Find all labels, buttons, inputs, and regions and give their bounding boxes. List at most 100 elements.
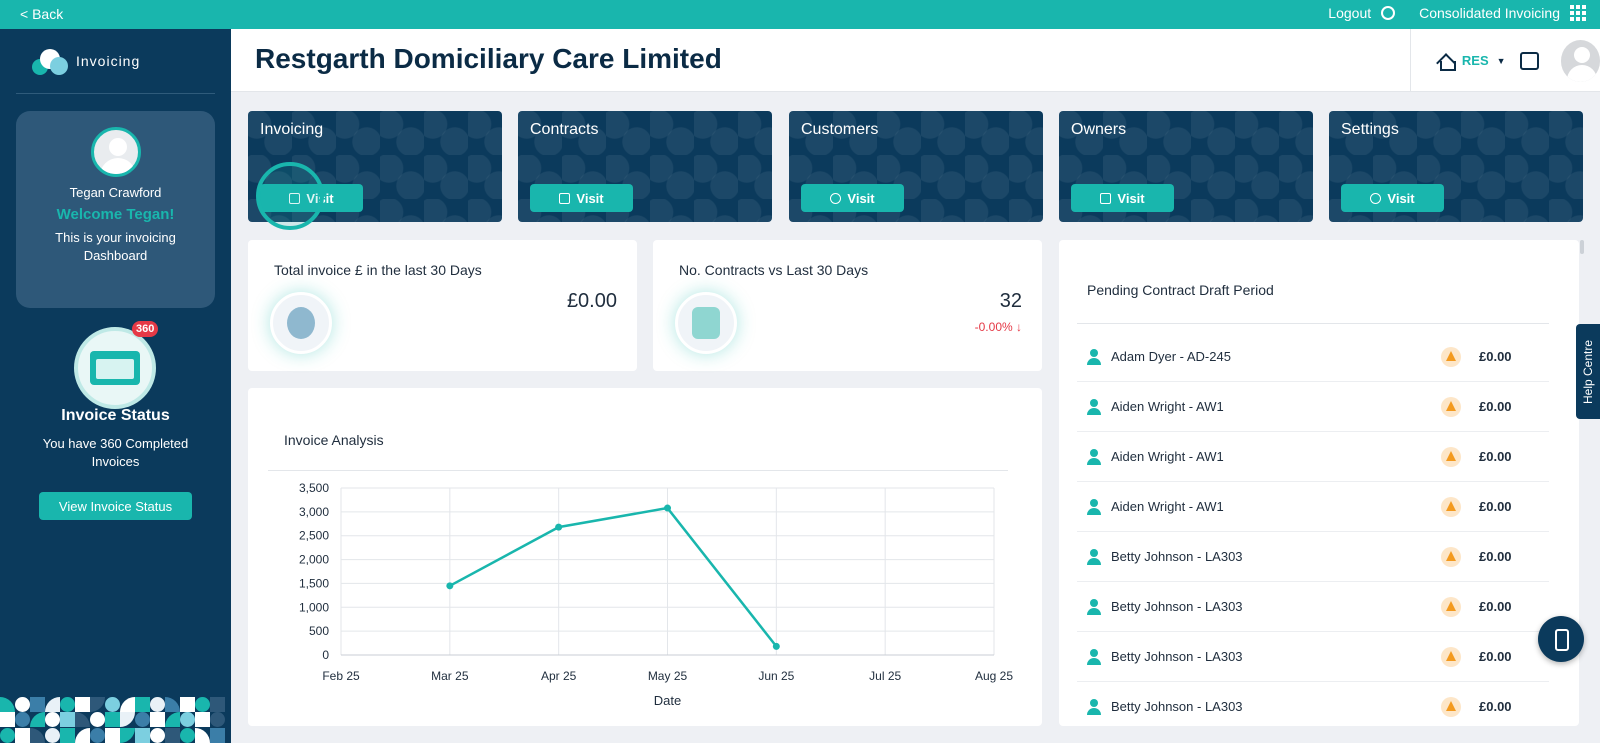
top-bar: < Back Logout Consolidated Invoicing	[0, 0, 1600, 29]
header-tools: RES ▼	[1410, 29, 1600, 92]
help-centre-tab[interactable]: Help Centre	[1576, 324, 1600, 419]
contract-amount: £0.00	[1479, 399, 1512, 414]
contract-amount: £0.00	[1479, 649, 1512, 664]
logout-link[interactable]: Logout	[1328, 5, 1372, 21]
scrollbar[interactable]	[1580, 240, 1584, 254]
chart-divider	[268, 470, 1008, 471]
list-item[interactable]: Betty Johnson - LA303 £0.00	[1077, 532, 1549, 582]
warning-icon	[1441, 496, 1461, 517]
decorative-pattern	[0, 697, 231, 743]
total-invoice-label: Total invoice £ in the last 30 Days	[274, 262, 482, 278]
y-tick-label: 2,500	[299, 529, 329, 543]
contract-name: Aiden Wright - AW1	[1111, 499, 1224, 514]
tile-label: Customers	[801, 121, 879, 138]
contract-amount: £0.00	[1479, 349, 1512, 364]
tile-label: Owners	[1071, 121, 1127, 138]
x-axis-label: Date	[654, 693, 681, 708]
settings-visit-button[interactable]: Visit	[1341, 184, 1444, 212]
contract-amount: £0.00	[1479, 599, 1512, 614]
y-tick-label: 3,000	[299, 505, 329, 519]
y-tick-label: 0	[322, 648, 329, 662]
person-icon	[1087, 548, 1101, 565]
org-selector[interactable]: RES	[1461, 53, 1489, 68]
tile-contracts: Contracts Visit	[518, 111, 772, 222]
contracts-card: No. Contracts vs Last 30 Days 32 -0.00% …	[653, 240, 1042, 371]
tile-settings: Settings Visit	[1329, 111, 1583, 222]
warning-icon	[1441, 696, 1461, 717]
consolidated-invoicing-link[interactable]: Consolidated Invoicing	[1419, 5, 1560, 21]
list-item[interactable]: Betty Johnson - LA303 £0.00	[1077, 582, 1549, 632]
welcome-text: Welcome Tegan!	[56, 206, 175, 223]
list-item[interactable]: Aiden Wright - AW1 £0.00	[1077, 382, 1549, 432]
y-tick-label: 1,500	[299, 576, 329, 590]
contract-name: Adam Dyer - AD-245	[1111, 349, 1231, 364]
apps-grid-icon[interactable]	[1570, 5, 1586, 21]
person-icon	[1087, 648, 1101, 665]
list-item[interactable]: Aiden Wright - AW1 £0.00	[1077, 432, 1549, 482]
y-tick-label: 1,000	[299, 600, 329, 614]
invoice-analysis-card: Invoice Analysis 0 500 1,000 1,500 2,000 2,50…	[248, 388, 1042, 726]
pending-title: Pending Contract Draft Period	[1087, 282, 1274, 298]
brand[interactable]: Invoicing	[32, 47, 140, 75]
x-tick-label: Aug 25	[975, 669, 1013, 683]
user-avatar	[90, 127, 141, 177]
customers-visit-button[interactable]: Visit	[801, 184, 904, 212]
list-item[interactable]: Aiden Wright - AW1 £0.00	[1077, 482, 1549, 532]
warning-icon	[1441, 546, 1461, 567]
x-tick-label: Jul 25	[869, 669, 901, 683]
x-tick-label: Jun 25	[758, 669, 794, 683]
tile-owners: Owners Visit	[1059, 111, 1313, 222]
owners-visit-button[interactable]: Visit	[1071, 184, 1174, 212]
visit-label: Visit	[847, 190, 875, 206]
contracts-label: No. Contracts vs Last 30 Days	[679, 262, 869, 278]
brand-name: Invoicing	[76, 53, 141, 69]
x-tick-label: May 25	[648, 669, 688, 683]
person-icon	[1087, 698, 1101, 715]
data-point	[446, 582, 454, 590]
contract-amount: £0.00	[1479, 499, 1512, 514]
list-item[interactable]: Betty Johnson - LA303 £0.00	[1077, 632, 1549, 682]
contract-name: Betty Johnson - LA303	[1111, 549, 1243, 564]
person-icon	[1087, 448, 1101, 465]
x-tick-label: Mar 25	[431, 669, 469, 683]
visit-label: Visit	[1117, 190, 1145, 206]
tile-label: Settings	[1341, 121, 1399, 138]
back-link[interactable]: < Back	[20, 6, 64, 22]
warning-icon	[1441, 596, 1461, 617]
warning-icon	[1441, 396, 1461, 417]
list-item[interactable]: Adam Dyer - AD-245 £0.00	[1077, 332, 1549, 382]
sidebar: Invoicing Tegan Crawford Welcome Tegan! …	[0, 29, 231, 743]
person-icon	[1087, 598, 1101, 615]
invoice-line-chart: 0 500 1,000 1,500 2,000 2,500 3,000 3,500 Feb 25…	[299, 481, 1013, 708]
chat-widget-button[interactable]	[1538, 616, 1584, 662]
person-icon	[1087, 398, 1101, 415]
invoice-count-badge: 360	[132, 321, 159, 337]
contract-amount: £0.00	[1479, 549, 1512, 564]
logout-icon[interactable]	[1381, 6, 1396, 20]
y-tick-label: 500	[309, 624, 329, 638]
view-invoice-status-button[interactable]: View Invoice Status	[39, 492, 192, 520]
warning-icon	[1441, 446, 1461, 467]
warning-icon	[1441, 346, 1461, 367]
header-avatar[interactable]	[1560, 39, 1600, 82]
cloud-logo-icon	[32, 47, 68, 75]
gear-icon	[1370, 192, 1382, 204]
top-bar-actions: Logout Consolidated Invoicing	[1328, 5, 1586, 21]
home-icon[interactable]	[1437, 53, 1456, 71]
invoice-status-illustration-icon	[74, 327, 156, 409]
sidebar-divider	[16, 93, 215, 94]
visit-label: Visit	[576, 190, 604, 206]
invoice-status-description: You have 360 Completed Invoices	[42, 436, 189, 469]
click-highlight-ring	[256, 162, 324, 230]
chevron-down-icon[interactable]: ▼	[1496, 55, 1506, 66]
profile-card: Tegan Crawford Welcome Tegan! This is yo…	[16, 111, 215, 308]
person-icon	[1087, 498, 1101, 515]
list-item[interactable]: Betty Johnson - LA303 £0.00	[1077, 682, 1549, 726]
print-icon[interactable]	[1519, 51, 1539, 70]
x-tick-label: Apr 25	[541, 669, 577, 683]
series-line	[449, 506, 778, 648]
invoice-status-title: Invoice Status	[61, 407, 170, 424]
contracts-visit-button[interactable]: Visit	[530, 184, 633, 212]
y-tick-label: 2,000	[299, 553, 329, 567]
contract-name: Betty Johnson - LA303	[1111, 599, 1243, 614]
